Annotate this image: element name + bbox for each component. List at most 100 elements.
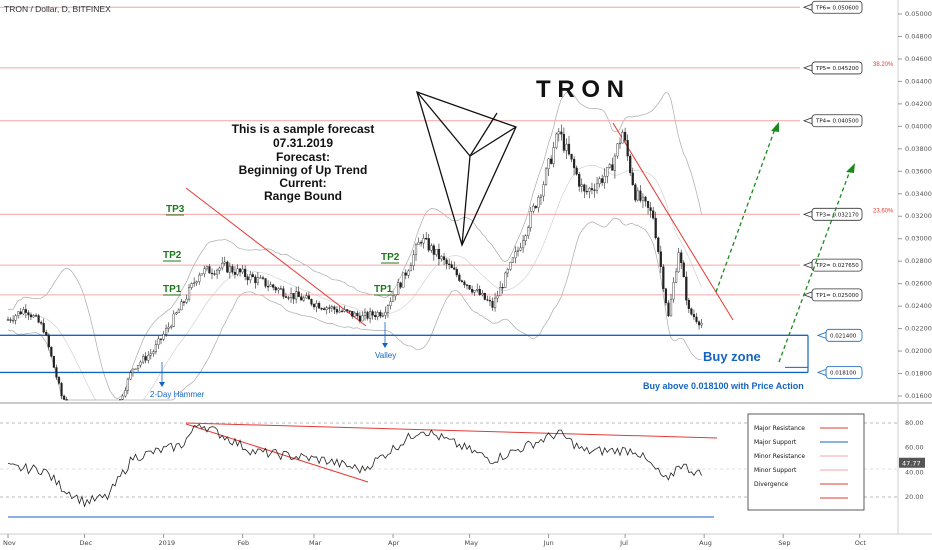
candle-body: [391, 295, 395, 302]
candle-body: [323, 308, 326, 310]
level-callout-label: 0.021400: [830, 333, 857, 339]
candle-body: [386, 305, 390, 313]
level-callout: TP6= 0.050600: [802, 0, 863, 14]
candle-body: [159, 338, 163, 340]
forecast-line-1: This is a sample forecast: [232, 122, 375, 136]
candle-body: [483, 292, 486, 300]
forecast-line-5: Current:: [279, 176, 326, 190]
candle-body: [677, 252, 680, 273]
candle-body: [346, 309, 349, 311]
candle-body: [455, 269, 458, 276]
candle-body: [205, 266, 208, 269]
candle-body: [366, 312, 369, 319]
candle-body: [287, 297, 290, 299]
candle-body: [652, 210, 655, 219]
candle-body: [27, 312, 30, 315]
candle-body: [646, 201, 650, 208]
candle-body: [152, 351, 155, 354]
candle-body: [440, 256, 443, 260]
forecast-line-4: Beginning of Up Trend: [239, 163, 368, 177]
candle-body: [45, 332, 48, 336]
candle-body: [121, 395, 124, 400]
candle-body: [675, 271, 678, 283]
level-callout: 0.018100: [816, 366, 863, 379]
level-callout: TP1= 0.025000: [802, 288, 863, 302]
candle-body: [343, 309, 346, 312]
candle-body: [501, 287, 504, 289]
candle-body: [616, 143, 619, 157]
candle-body: [621, 131, 624, 144]
candle-body: [687, 299, 690, 309]
candle-body: [190, 283, 193, 288]
rsi-pane: [0, 422, 898, 518]
candle-body: [631, 172, 634, 185]
candle-body: [404, 272, 407, 276]
candle-body: [238, 268, 242, 273]
forecast-arrowhead-2: [846, 163, 855, 173]
candle-body: [550, 158, 553, 164]
forecast-line-3: Forecast:: [276, 150, 330, 164]
candle-body: [19, 311, 22, 315]
candle-body: [667, 302, 670, 317]
candle-body: [465, 284, 469, 286]
candle-body: [215, 269, 219, 275]
candle-body: [305, 295, 308, 299]
candle-body: [613, 155, 616, 171]
forecast-arrows: [715, 122, 855, 363]
candle-body: [180, 301, 183, 311]
bollinger-mid: [7, 164, 702, 401]
level-callout-label: TP6= 0.050600: [815, 5, 859, 11]
candle-body: [269, 284, 272, 287]
candle-body: [425, 238, 428, 240]
candle-body: [256, 277, 259, 284]
candle-body: [340, 310, 344, 312]
rsi-tick-label: 40.00: [905, 468, 924, 476]
candle-body: [514, 251, 517, 259]
candle-body: [417, 242, 420, 246]
candle-body: [142, 356, 145, 363]
candle-body: [236, 268, 239, 275]
candle-body: [463, 281, 466, 286]
valley-label: Valley: [375, 351, 396, 360]
rsi-line: [7, 423, 702, 508]
candle-body: [664, 288, 667, 304]
level-callout: TP3= 0.032170: [802, 207, 863, 221]
candle-body: [427, 238, 430, 251]
candle-body: [697, 321, 701, 326]
candle-body: [170, 326, 173, 328]
candle-body: [40, 322, 43, 324]
candle-body: [32, 315, 35, 318]
candle-body: [397, 282, 400, 295]
candle-body: [504, 272, 507, 288]
hammer-label: 2-Day Hammer: [150, 390, 205, 399]
candle-body: [624, 131, 627, 141]
candle-body: [274, 287, 277, 291]
time-tick-label: May: [465, 539, 479, 547]
candle-body: [200, 273, 203, 276]
candle-body: [251, 274, 254, 278]
candle-body: [690, 308, 693, 315]
candle-body: [491, 300, 494, 308]
level-callout-pointer: [802, 117, 813, 125]
candle-body: [578, 174, 581, 187]
candle-body: [63, 395, 66, 400]
candle-body: [292, 293, 295, 300]
time-tick-label: Apr: [388, 539, 400, 547]
candle-body: [662, 266, 665, 289]
candle-body: [218, 267, 221, 271]
candle-body: [575, 167, 578, 175]
time-tick-label: Feb: [238, 539, 250, 547]
candle-body: [144, 356, 147, 361]
candle-body: [34, 315, 38, 317]
candle-body: [223, 261, 226, 264]
candle-body: [307, 295, 310, 300]
candle-body: [312, 304, 316, 308]
candle-body: [414, 244, 418, 256]
candle-body: [432, 245, 435, 255]
candle-body: [330, 306, 333, 309]
